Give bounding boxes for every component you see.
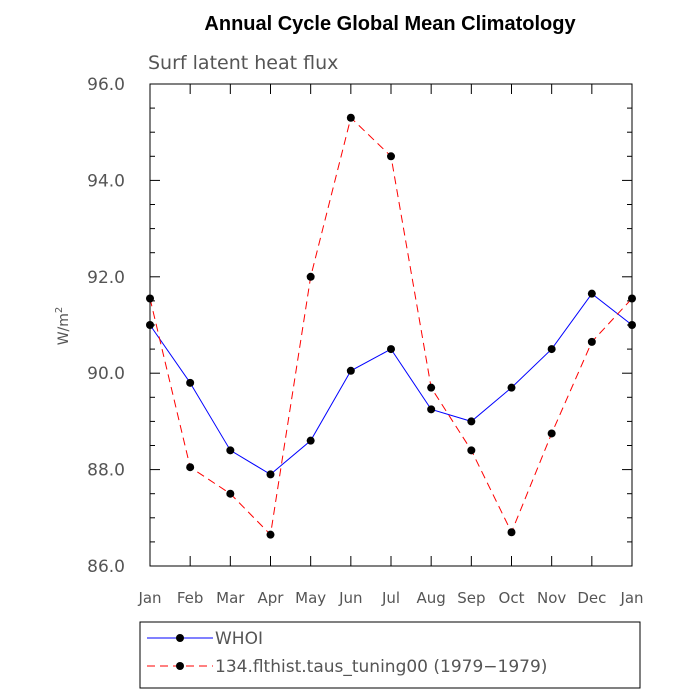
legend-label-1: WHOI bbox=[215, 629, 263, 649]
series-1-point bbox=[587, 289, 596, 298]
legend: WHOI 134.flthist.taus_tuning00 (1979−1979… bbox=[139, 621, 641, 689]
plot-area bbox=[146, 83, 636, 567]
series-layer bbox=[146, 113, 636, 539]
x-tick-label: Oct bbox=[499, 589, 525, 607]
x-tick-label: Mar bbox=[216, 589, 245, 607]
legend-label-2: 134.flthist.taus_tuning00 (1979−1979) bbox=[215, 657, 547, 677]
series-2-point bbox=[306, 272, 315, 281]
x-tick-label: Feb bbox=[177, 589, 204, 607]
series-2-point bbox=[628, 294, 636, 303]
x-axis: Jan Feb Mar Apr May Jun Jul Aug Sep Oct Nov Dec Jan bbox=[137, 589, 643, 607]
series-2-point bbox=[186, 463, 195, 472]
x-tick-label: Dec bbox=[577, 589, 606, 607]
y-axis-label-unit: W/m bbox=[56, 313, 72, 345]
series-2-point bbox=[467, 446, 476, 455]
y-tick-label: 92.0 bbox=[87, 268, 125, 288]
x-tick-label: Jul bbox=[381, 589, 400, 607]
x-tick-label: May bbox=[295, 589, 326, 607]
series-1-point bbox=[427, 405, 436, 414]
y-axis: 86.0 88.0 90.0 92.0 94.0 96.0 bbox=[87, 75, 125, 577]
y-axis-label: W/m2 bbox=[54, 307, 72, 346]
legend-marker-1 bbox=[176, 634, 184, 642]
x-tick-label: Jan bbox=[137, 589, 161, 607]
series-2-point bbox=[387, 152, 395, 161]
x-tick-label: Apr bbox=[258, 589, 285, 607]
series-1-point bbox=[547, 345, 556, 354]
legend-box bbox=[139, 621, 641, 689]
x-tick-label: Jan bbox=[619, 589, 643, 607]
x-tick-label: Sep bbox=[457, 589, 485, 607]
series-line-1 bbox=[149, 292, 633, 476]
series-2-point bbox=[346, 113, 355, 122]
series-1-point bbox=[387, 345, 395, 354]
series-1-point bbox=[467, 417, 476, 426]
x-tick-label: Aug bbox=[417, 589, 446, 607]
y-tick-label: 90.0 bbox=[87, 364, 125, 384]
y-tick-label: 88.0 bbox=[87, 461, 125, 481]
series-2-point bbox=[507, 528, 516, 537]
series-1-point bbox=[628, 321, 636, 329]
series-1-point bbox=[266, 470, 275, 479]
series-2-point bbox=[226, 489, 235, 498]
series-1-point bbox=[507, 383, 516, 392]
series-2-point bbox=[266, 530, 275, 539]
y-tick-label: 96.0 bbox=[87, 75, 125, 95]
chart-subtitle: Surf latent heat flux bbox=[148, 52, 338, 74]
y-axis-label-exponent: 2 bbox=[54, 307, 65, 313]
chart-title: Annual Cycle Global Mean Climatology bbox=[204, 13, 576, 35]
series-line-2 bbox=[149, 116, 633, 536]
series-2-point bbox=[587, 337, 596, 346]
series-1-point bbox=[306, 436, 315, 445]
y-tick-label: 94.0 bbox=[87, 171, 125, 191]
series-2-point bbox=[146, 294, 154, 303]
series-1-point bbox=[146, 321, 154, 329]
series-1-point bbox=[186, 378, 195, 387]
legend-marker-2 bbox=[176, 662, 184, 670]
x-tick-label: Nov bbox=[537, 589, 566, 607]
series-1-point bbox=[346, 366, 355, 375]
x-tick-label: Jun bbox=[338, 589, 362, 607]
series-2-point bbox=[547, 429, 556, 438]
series-1-point bbox=[226, 446, 235, 455]
series-2-point bbox=[427, 383, 436, 392]
y-tick-label: 86.0 bbox=[87, 557, 125, 577]
